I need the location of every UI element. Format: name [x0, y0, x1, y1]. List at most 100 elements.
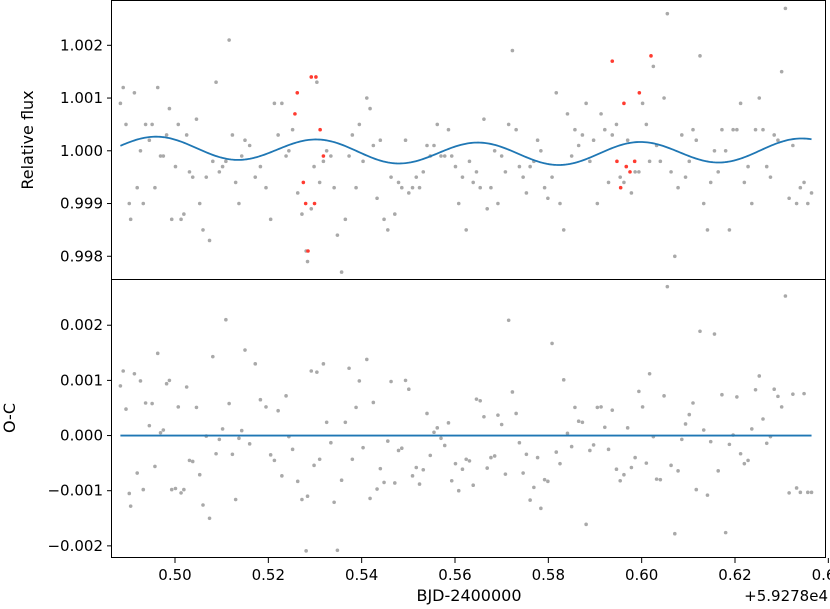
flux-data-point [489, 185, 493, 190]
residual-data-point [396, 448, 401, 453]
xtick-label: 0.60 [625, 566, 658, 584]
bottom-plot-area [118, 284, 814, 553]
residual-data-point [371, 400, 376, 405]
flux-data-point [135, 185, 139, 190]
flux-data-point [312, 164, 316, 169]
flux-data-point [708, 180, 713, 185]
residual-data-point [284, 394, 288, 398]
bottom-panel: −0.002 −0.001 0.000 0.001 0.002 0.50 0.52 0.54… [0, 279, 830, 605]
residual-data-point [680, 437, 684, 442]
residual-data-point [694, 487, 699, 492]
flux-data-point [687, 159, 692, 164]
flux-data-point [723, 148, 728, 153]
flux-outlier-point [312, 201, 317, 206]
flux-data-point [378, 138, 383, 143]
flux-data-point [350, 133, 355, 137]
residual-data-point [197, 472, 202, 477]
flux-outlier-point [628, 170, 632, 174]
residual-data-point [735, 395, 739, 399]
flux-data-point [669, 170, 673, 174]
flux-data-point [565, 112, 570, 116]
xtick-label: 0.58 [532, 566, 565, 584]
residual-data-point [542, 477, 547, 482]
residual-data-point [809, 490, 814, 495]
residual-data-point [300, 497, 304, 502]
residual-data-point [317, 457, 322, 462]
flux-data-point [542, 185, 547, 190]
residual-data-point [640, 405, 645, 409]
flux-data-point [474, 170, 479, 174]
residual-data-point [708, 439, 713, 444]
flux-data-point [403, 138, 408, 143]
flux-data-point [417, 185, 422, 190]
flux-data-point [190, 175, 195, 179]
flux-data-point [264, 185, 268, 190]
residual-data-point [610, 408, 615, 412]
flux-data-point [746, 164, 750, 169]
residual-data-point [654, 477, 659, 481]
flux-data-point [207, 238, 212, 243]
flux-data-point [591, 138, 596, 143]
flux-data-point [524, 191, 529, 195]
flux-data-point [603, 127, 607, 132]
residual-data-point [532, 485, 536, 490]
flux-data-point [727, 228, 732, 232]
residual-data-point [304, 549, 308, 553]
residual-data-point [421, 467, 426, 472]
flux-data-point [492, 148, 497, 153]
residual-data-point [386, 439, 390, 443]
residual-data-point [378, 466, 383, 471]
flux-data-point [386, 228, 390, 232]
flux-data-point [224, 159, 228, 164]
flux-data-point [550, 175, 554, 179]
flux-data-point [764, 164, 769, 169]
flux-data-point [368, 106, 372, 111]
residual-data-point [603, 425, 607, 430]
flux-outlier-point [649, 54, 653, 58]
residual-data-point [309, 369, 314, 373]
flux-data-point [644, 122, 649, 127]
flux-data-point [584, 101, 588, 106]
residual-data-point [712, 332, 717, 336]
flux-data-point [772, 133, 776, 137]
residual-data-point [561, 378, 566, 382]
flux-outlier-point [615, 159, 619, 164]
residual-data-point [753, 387, 758, 392]
flux-data-point [179, 217, 183, 222]
residual-data-point [460, 467, 465, 471]
residual-data-point [622, 472, 626, 477]
flux-data-point [633, 170, 637, 174]
flux-data-point [503, 170, 508, 174]
residual-data-point [247, 442, 252, 446]
residual-data-point [506, 318, 511, 323]
residual-data-point [658, 477, 663, 482]
flux-data-point [357, 122, 362, 127]
flux-data-point [676, 185, 680, 190]
flux-data-point [169, 217, 174, 222]
flux-data-point [485, 206, 490, 211]
residual-data-point [606, 447, 611, 452]
residual-data-point [121, 369, 125, 373]
xtick-label: 0.50 [158, 566, 191, 584]
residual-data-point [138, 379, 143, 383]
flux-outlier-point [637, 90, 642, 95]
residual-data-point [727, 442, 732, 447]
residual-data-point [503, 472, 508, 476]
residual-data-point [347, 366, 351, 371]
flux-data-point [606, 180, 611, 185]
flux-data-point [421, 170, 426, 174]
flux-data-point [309, 206, 314, 211]
flux-data-point [407, 191, 411, 195]
residual-data-point [143, 401, 148, 405]
flux-data-point [546, 196, 550, 201]
top-y-axis-label: Relative flux [18, 90, 37, 189]
residual-data-point [350, 457, 355, 462]
flux-data-point [315, 80, 319, 85]
flux-data-point [610, 133, 615, 137]
flux-data-point [184, 133, 189, 137]
xtick-label: 0.64 [812, 566, 830, 584]
residual-data-point [644, 461, 649, 465]
residual-data-point [453, 461, 458, 466]
flux-data-point [343, 217, 348, 222]
